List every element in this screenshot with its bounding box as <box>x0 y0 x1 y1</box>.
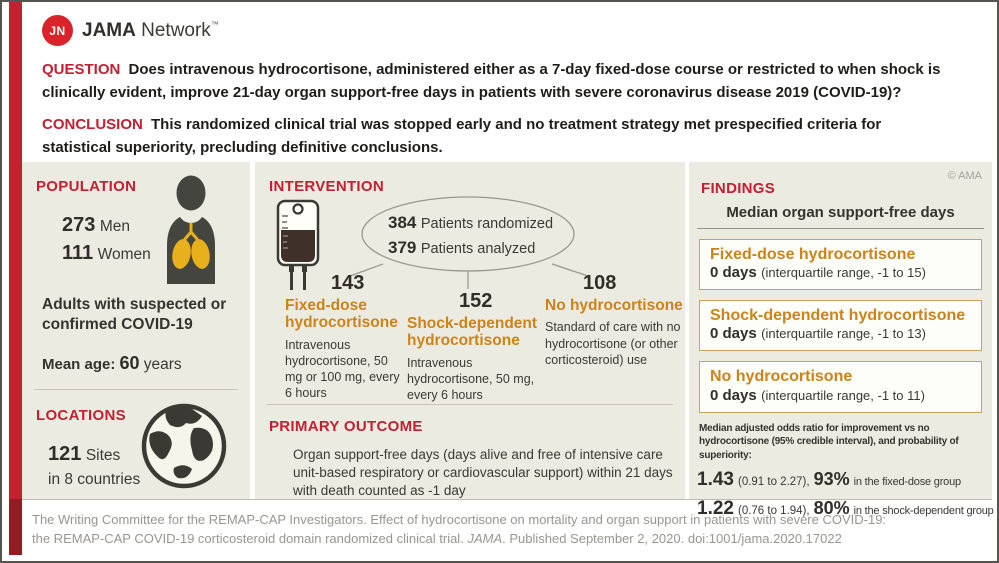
population-divider <box>34 389 238 390</box>
citation: The Writing Committee for the REMAP-CAP … <box>32 511 984 549</box>
randomization-counts: 384 Patients randomized 379 Patients ana… <box>388 211 553 261</box>
arm-n: 108 <box>583 272 617 294</box>
primary-outcome-title: PRIMARY OUTCOME <box>269 418 423 435</box>
population-panel: POPULATION 273 Men 111 Women Adults with… <box>22 162 250 499</box>
finding-name: Fixed-dose hydrocortisone <box>710 246 916 263</box>
left-accent-bar-bottom <box>9 499 22 555</box>
arm-n: 152 <box>459 290 493 312</box>
arm-n: 143 <box>331 272 365 294</box>
iv-bag-icon <box>276 199 320 290</box>
women-count: 111 Women <box>62 242 151 264</box>
patient-lungs-icon <box>167 175 215 284</box>
odds-ratio: 1.22 <box>697 498 734 520</box>
logo-network: Network <box>141 19 211 41</box>
finding-box-shock-dependent: Shock-dependent hydrocortisone 0 days (i… <box>699 300 982 352</box>
conclusion-paragraph: CONCLUSION This randomized clinical tria… <box>42 114 926 159</box>
men-count: 273 Men <box>62 214 130 236</box>
arm-description: Intravenous hydrocortisone, 50 mg, every… <box>407 355 535 403</box>
conclusion-text: This randomized clinical trial was stopp… <box>42 116 882 156</box>
finding-name: No hydrocortisone <box>710 368 853 386</box>
jn-logo-icon: JN <box>42 15 73 46</box>
population-description: Adults with suspected or confirmed COVID… <box>42 296 227 334</box>
stat-group-label: in the fixed-dose group <box>853 476 962 489</box>
locations-title: LOCATIONS <box>36 407 126 424</box>
stat-shock-dependent: 1.22 (0.76 to 1.94), 80% in the shock-depen… <box>697 498 994 520</box>
arm-fixed-dose: 143 Fixed-dose hydrocortisone Intravenou… <box>285 272 403 402</box>
conclusion-label: CONCLUSION <box>42 116 143 133</box>
arm-no-hydrocortisone: 108 No hydrocortisone Standard of care w… <box>545 272 683 368</box>
question-text: Does intravenous hydrocortisone, adminis… <box>42 61 941 101</box>
left-accent-bar <box>9 2 22 555</box>
sites-count: 121 Sites <box>48 443 121 465</box>
finding-box-no-hydrocortisone: No hydrocortisone 0 days (interquartile … <box>699 361 982 413</box>
countries-count: in 8 countries <box>48 471 141 488</box>
primary-outcome-text: Organ support-free days (days alive and … <box>293 447 673 498</box>
analyzed-count: 379 Patients analyzed <box>388 238 536 257</box>
finding-value-line: 0 days (interquartile range, -1 to 13) <box>710 325 926 343</box>
mean-age: Mean age: 60 years <box>42 353 182 373</box>
randomization-flow-diagram <box>349 196 589 289</box>
finding-box-fixed-dose: Fixed-dose hydrocortisone 0 days (interq… <box>699 239 982 291</box>
population-title: POPULATION <box>36 178 137 195</box>
finding-value-line: 0 days (interquartile range, -1 to 11) <box>710 386 925 404</box>
odds-ratio: 1.43 <box>697 469 734 491</box>
intervention-title: INTERVENTION <box>269 178 385 195</box>
probability: 80% <box>813 498 850 519</box>
findings-subtitle: Median organ support-free days <box>697 204 984 229</box>
footer-divider <box>22 499 992 500</box>
arm-name: No hydrocortisone <box>545 297 683 314</box>
odds-ratio-note: Median adjusted odds ratio for improveme… <box>699 422 959 461</box>
credible-interval: (0.91 to 2.27), <box>737 476 810 489</box>
logo-trademark: ™ <box>210 19 219 29</box>
findings-title: FINDINGS <box>701 180 776 197</box>
stat-fixed-dose: 1.43 (0.91 to 2.27), 93% in the fixed-dose … <box>697 469 992 491</box>
citation-line2: the REMAP-CAP COVID-19 corticosteroid do… <box>32 530 842 546</box>
finding-name: Shock-dependent hydrocortisone <box>710 307 966 325</box>
journal-name: JAMA <box>467 530 503 546</box>
finding-value-line: 0 days (interquartile range, -1 to 15) <box>710 264 926 282</box>
stat-group-label: in the shock-dependent group <box>853 505 994 518</box>
arm-name: Shock-dependent hydrocortisone <box>407 315 538 350</box>
jama-network-logo: JN JAMA Network™ <box>42 15 219 46</box>
arm-description: Standard of care with no hydrocortisone … <box>545 320 681 367</box>
question-paragraph: QUESTION Does intravenous hydrocortisone… <box>42 59 990 104</box>
logo-wordmark: JAMA Network™ <box>82 20 219 42</box>
intervention-panel: INTERVENTION 384 Patients randomized 379… <box>255 162 685 499</box>
copyright-ama: © AMA <box>947 170 982 182</box>
question-label: QUESTION <box>42 61 121 78</box>
arm-shock-dependent: 152 Shock-dependent hydrocortisone Intra… <box>407 290 545 403</box>
population-counts: 273 Men 111 Women <box>62 212 151 268</box>
randomized-count: 384 Patients randomized <box>388 213 554 232</box>
intervention-divider <box>267 404 673 405</box>
locations-counts: 121 Sites in 8 countries <box>48 442 140 492</box>
arm-name: Fixed-dose hydrocortisone <box>285 297 398 332</box>
credible-interval: (0.76 to 1.94), <box>737 505 810 518</box>
citation-line1: The Writing Committee for the REMAP-CAP … <box>32 512 887 527</box>
logo-jama: JAMA <box>82 19 136 41</box>
findings-panel: © AMA FINDINGS Median organ support-free… <box>689 162 994 519</box>
globe-icon <box>141 403 227 489</box>
arm-description: Intravenous hydrocortisone, 50 mg or 100… <box>285 337 400 401</box>
probability: 93% <box>813 469 850 490</box>
